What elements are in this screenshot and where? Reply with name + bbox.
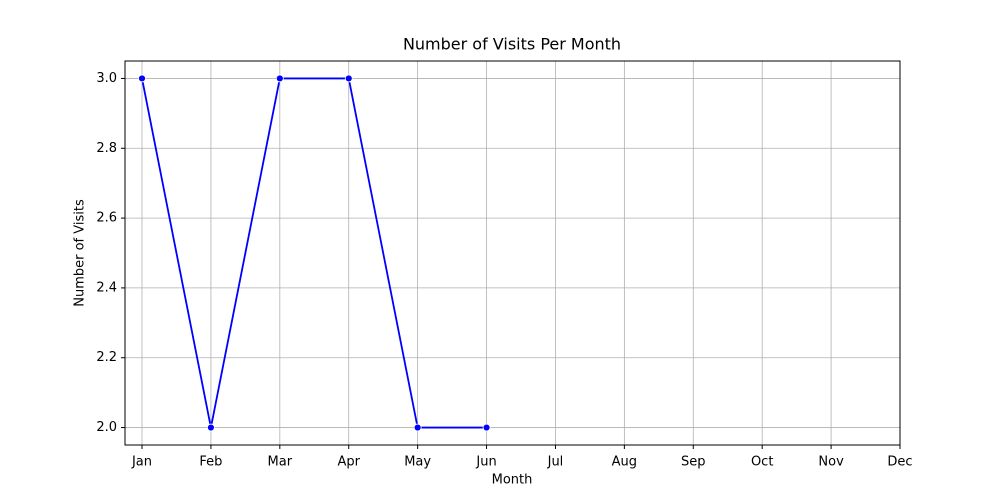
y-tick-label: 2.8 bbox=[96, 141, 117, 156]
marker bbox=[138, 74, 146, 83]
x-tick-label: Sep bbox=[681, 455, 706, 470]
x-tick-label: Jul bbox=[547, 455, 564, 470]
marker bbox=[207, 423, 215, 432]
x-tick-label: Aug bbox=[612, 455, 637, 470]
marker bbox=[344, 74, 353, 83]
x-tick-label: Feb bbox=[199, 455, 222, 470]
x-tick-label: Jun bbox=[475, 455, 496, 470]
y-tick-label: 3.0 bbox=[96, 71, 117, 86]
line bbox=[141, 77, 487, 429]
x-tick-label: Jan bbox=[131, 455, 152, 470]
x-tick-label: Oct bbox=[751, 455, 773, 470]
x-axis-label: Month bbox=[492, 473, 533, 488]
y-axis-label: Number of Visits bbox=[73, 199, 88, 307]
y-tick-label: 2.2 bbox=[96, 350, 117, 365]
x-tick-label: Dec bbox=[887, 455, 912, 470]
x-tick-label: Nov bbox=[818, 455, 844, 470]
x-tick-label: May bbox=[404, 455, 431, 470]
marker bbox=[275, 74, 284, 83]
y-tick-label: 2.6 bbox=[96, 211, 117, 226]
chart-title: Number of Visits Per Month bbox=[403, 35, 621, 54]
y-tick-label: 2.4 bbox=[96, 280, 117, 295]
x-tick-label: Apr bbox=[337, 455, 360, 470]
marker bbox=[482, 423, 491, 432]
marker bbox=[413, 423, 422, 432]
y-tick-label: 2.0 bbox=[96, 420, 117, 435]
x-tick-label: Mar bbox=[268, 455, 293, 470]
plot-frame bbox=[124, 60, 901, 446]
